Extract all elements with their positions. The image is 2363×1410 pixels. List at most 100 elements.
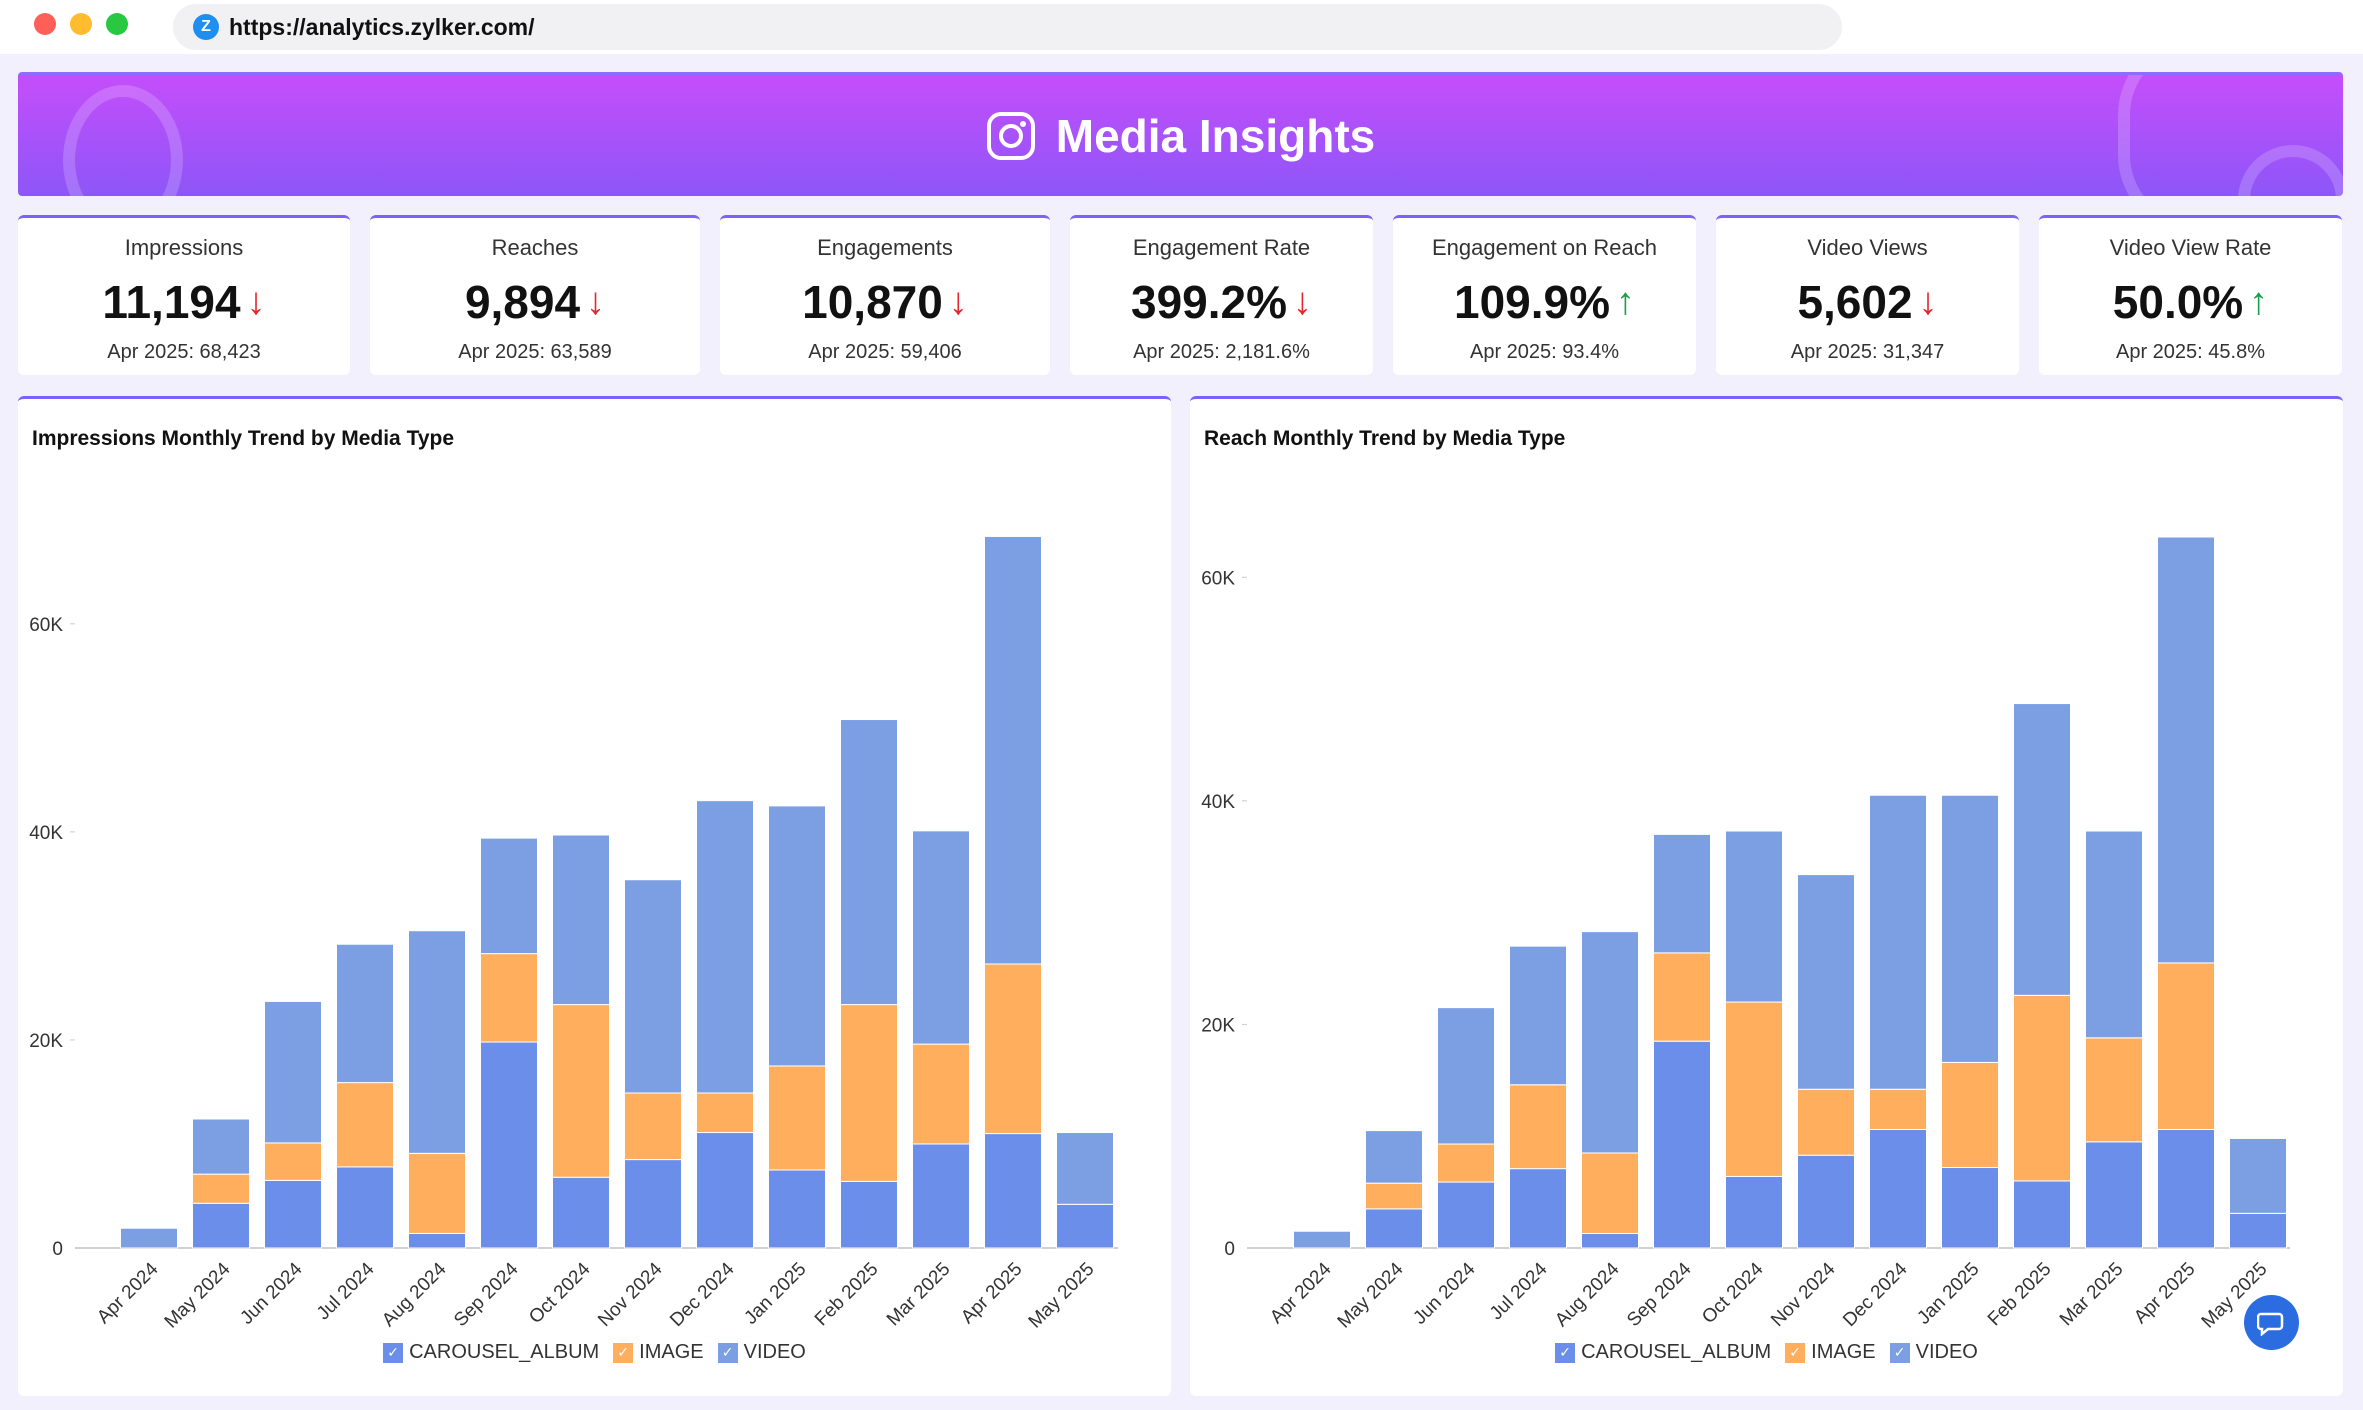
bar-image-aug-2024[interactable] <box>1581 1152 1639 1234</box>
bar-video-jun-2024[interactable] <box>264 1000 322 1144</box>
bar-video-mar-2025[interactable] <box>912 830 970 1045</box>
legend-checkbox-icon[interactable]: ✓ <box>717 1342 738 1363</box>
bar-video-jan-2025[interactable] <box>768 805 826 1067</box>
bar-image-sep-2024[interactable] <box>1653 952 1711 1042</box>
bar-carousel_album-mar-2025[interactable] <box>912 1143 970 1249</box>
address-bar[interactable]: Z https://analytics.zylker.com/ <box>173 4 1842 50</box>
close-window-button[interactable] <box>34 13 56 35</box>
bar-video-sep-2024[interactable] <box>1653 833 1711 954</box>
bar-image-mar-2025[interactable] <box>912 1043 970 1145</box>
legend-item-carousel_album[interactable]: ✓ CAROUSEL_ALBUM <box>383 1341 599 1364</box>
bar-image-may-2024[interactable] <box>1365 1182 1423 1210</box>
bar-video-jul-2024[interactable] <box>1509 945 1567 1086</box>
bar-carousel_album-may-2024[interactable] <box>1365 1208 1423 1249</box>
bar-video-aug-2024[interactable] <box>1581 931 1639 1154</box>
bar-carousel_album-jan-2025[interactable] <box>768 1169 826 1249</box>
bar-image-feb-2025[interactable] <box>840 1004 898 1182</box>
bar-carousel_album-nov-2024[interactable] <box>1797 1154 1855 1249</box>
bar-image-dec-2024[interactable] <box>1869 1088 1927 1131</box>
bar-video-oct-2024[interactable] <box>1725 830 1783 1003</box>
bar-image-jan-2025[interactable] <box>768 1065 826 1171</box>
bar-image-dec-2024[interactable] <box>696 1092 754 1134</box>
bar-image-nov-2024[interactable] <box>1797 1088 1855 1156</box>
legend-checkbox-icon[interactable]: ✓ <box>1555 1342 1576 1363</box>
legend-item-image[interactable]: ✓ IMAGE <box>1785 1341 1876 1364</box>
bar-image-jul-2024[interactable] <box>336 1082 394 1168</box>
minimize-window-button[interactable] <box>70 13 92 35</box>
maximize-window-button[interactable] <box>106 13 128 35</box>
bar-carousel_album-aug-2024[interactable] <box>408 1232 466 1249</box>
legend-checkbox-icon[interactable]: ✓ <box>1785 1342 1806 1363</box>
bar-video-oct-2024[interactable] <box>552 834 610 1006</box>
x-tick-label: Jul 2024 <box>1486 1258 1552 1324</box>
bar-carousel_album-jan-2025[interactable] <box>1941 1167 1999 1249</box>
bar-video-nov-2024[interactable] <box>624 879 682 1094</box>
bar-image-sep-2024[interactable] <box>480 953 538 1043</box>
bar-carousel_album-apr-2025[interactable] <box>984 1133 1042 1249</box>
legend-item-video[interactable]: ✓ VIDEO <box>1889 1341 1978 1364</box>
bar-carousel_album-may-2024[interactable] <box>192 1202 250 1249</box>
bar-image-apr-2025[interactable] <box>984 963 1042 1135</box>
legend-item-carousel_album[interactable]: ✓ CAROUSEL_ALBUM <box>1555 1341 1771 1364</box>
chat-support-button[interactable] <box>2244 1295 2299 1350</box>
bar-video-dec-2024[interactable] <box>1869 794 1927 1090</box>
bar-carousel_album-jul-2024[interactable] <box>1509 1168 1567 1249</box>
bar-video-may-2025[interactable] <box>2229 1137 2287 1214</box>
bar-video-feb-2025[interactable] <box>840 719 898 1006</box>
bar-carousel_album-feb-2025[interactable] <box>840 1180 898 1249</box>
bar-image-apr-2025[interactable] <box>2157 962 2215 1131</box>
bar-video-apr-2024[interactable] <box>1293 1230 1351 1249</box>
bar-carousel_album-dec-2024[interactable] <box>1869 1129 1927 1249</box>
bar-carousel_album-nov-2024[interactable] <box>624 1159 682 1249</box>
bar-video-apr-2024[interactable] <box>120 1227 178 1249</box>
bar-carousel_album-jun-2024[interactable] <box>1437 1181 1495 1249</box>
bar-carousel_album-jun-2024[interactable] <box>264 1179 322 1249</box>
bar-video-jan-2025[interactable] <box>1941 794 1999 1063</box>
bar-image-mar-2025[interactable] <box>2085 1037 2143 1143</box>
x-tick-label: May 2024 <box>1334 1258 1408 1332</box>
bar-carousel_album-sep-2024[interactable] <box>480 1041 538 1249</box>
bar-video-feb-2025[interactable] <box>2013 703 2071 996</box>
bar-image-nov-2024[interactable] <box>624 1092 682 1161</box>
bar-video-dec-2024[interactable] <box>696 800 754 1094</box>
bar-video-sep-2024[interactable] <box>480 837 538 955</box>
bar-carousel_album-may-2025[interactable] <box>1056 1203 1114 1249</box>
kpi-card-video-views: Video Views 5,602 ↓ Apr 2025: 31,347 <box>1716 215 2019 375</box>
bar-carousel_album-apr-2025[interactable] <box>2157 1129 2215 1249</box>
bar-video-apr-2025[interactable] <box>984 535 1042 965</box>
legend-checkbox-icon[interactable]: ✓ <box>1889 1342 1910 1363</box>
bar-carousel_album-sep-2024[interactable] <box>1653 1040 1711 1249</box>
bar-video-may-2024[interactable] <box>1365 1130 1423 1184</box>
bar-video-jun-2024[interactable] <box>1437 1007 1495 1145</box>
bar-image-oct-2024[interactable] <box>552 1004 610 1178</box>
bar-video-may-2024[interactable] <box>192 1118 250 1175</box>
bar-image-aug-2024[interactable] <box>408 1152 466 1234</box>
bar-carousel_album-aug-2024[interactable] <box>1581 1232 1639 1249</box>
bar-carousel_album-jul-2024[interactable] <box>336 1166 394 1249</box>
bar-image-jul-2024[interactable] <box>1509 1084 1567 1170</box>
kpi-card-engagement-on-reach: Engagement on Reach 109.9% ↑ Apr 2025: 93… <box>1393 215 1696 375</box>
bar-video-apr-2025[interactable] <box>2157 536 2215 964</box>
bar-image-jun-2024[interactable] <box>264 1142 322 1181</box>
bar-image-jun-2024[interactable] <box>1437 1143 1495 1183</box>
kpi-previous: Apr 2025: 45.8% <box>2116 341 2265 363</box>
legend-checkbox-icon[interactable]: ✓ <box>613 1342 634 1363</box>
bar-video-may-2025[interactable] <box>1056 1132 1114 1205</box>
legend-item-video[interactable]: ✓ VIDEO <box>717 1341 806 1364</box>
bar-carousel_album-oct-2024[interactable] <box>1725 1175 1783 1249</box>
bar-carousel_album-feb-2025[interactable] <box>2013 1180 2071 1249</box>
bar-image-feb-2025[interactable] <box>2013 994 2071 1182</box>
bar-video-nov-2024[interactable] <box>1797 874 1855 1090</box>
bar-image-may-2024[interactable] <box>192 1173 250 1204</box>
legend-checkbox-icon[interactable]: ✓ <box>383 1342 404 1363</box>
legend-item-image[interactable]: ✓ IMAGE <box>613 1341 704 1364</box>
bar-video-mar-2025[interactable] <box>2085 830 2143 1039</box>
bar-carousel_album-oct-2024[interactable] <box>552 1176 610 1249</box>
bar-image-jan-2025[interactable] <box>1941 1061 1999 1169</box>
bar-carousel_album-dec-2024[interactable] <box>696 1132 754 1249</box>
bar-carousel_album-mar-2025[interactable] <box>2085 1141 2143 1249</box>
bar-image-oct-2024[interactable] <box>1725 1001 1783 1177</box>
bar-video-jul-2024[interactable] <box>336 943 394 1084</box>
bar-carousel_album-may-2025[interactable] <box>2229 1212 2287 1249</box>
bar-video-aug-2024[interactable] <box>408 930 466 1154</box>
